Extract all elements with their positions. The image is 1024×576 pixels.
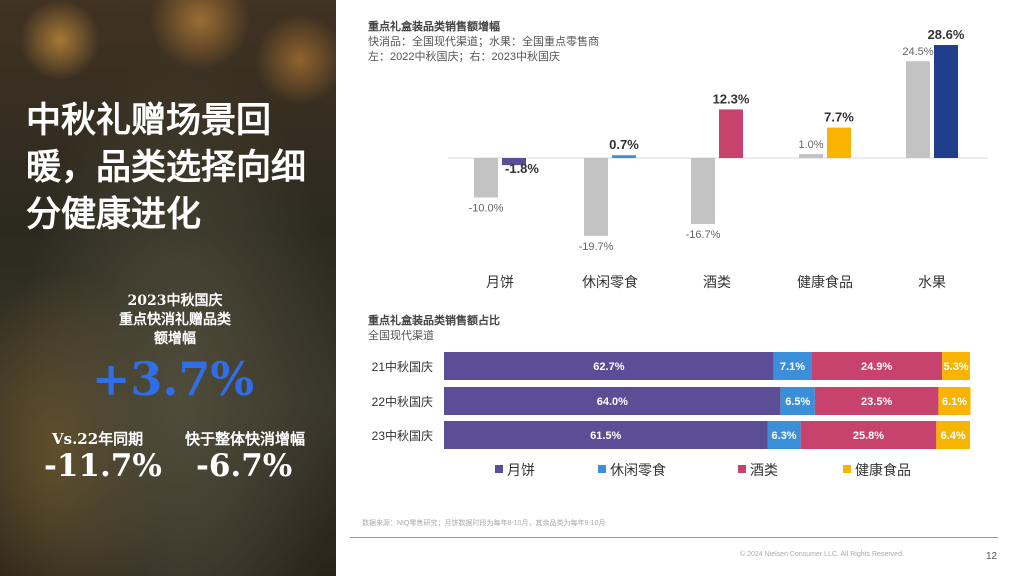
stack-segment xyxy=(814,387,939,415)
subhead-line: 重点快消礼赠品类 xyxy=(119,312,231,328)
stat1-value: -11.7% xyxy=(44,448,162,484)
category-label: 月饼 xyxy=(486,274,514,290)
segment-label: 25.8% xyxy=(853,430,884,442)
chart2-subtitle: 全国现代渠道 xyxy=(368,330,434,342)
segment-label: 5.3% xyxy=(944,361,969,373)
segment-label: 6.5% xyxy=(785,396,810,408)
row-label: 21中秋国庆 xyxy=(372,359,433,374)
stat-subhead: 2023中秋国庆 重点快消礼赠品类 额增幅 xyxy=(90,292,260,349)
legend-label: 月饼 xyxy=(507,462,535,478)
bar-value-label: 12.3% xyxy=(713,91,750,106)
bar-2022 xyxy=(906,61,930,158)
bar-2022 xyxy=(691,158,715,224)
stack-segment xyxy=(780,387,815,415)
legend-swatch xyxy=(598,465,606,473)
stack-segment xyxy=(800,421,937,449)
bar-value-label: 28.6% xyxy=(928,27,965,42)
chart2-header: 重点礼盒装品类销售额占比 全国现代渠道 xyxy=(368,314,500,344)
stack-segment xyxy=(811,352,943,380)
stack-segment xyxy=(444,387,781,415)
row-label: 22中秋国庆 xyxy=(372,394,433,409)
segment-label: 23.5% xyxy=(861,396,892,408)
legend-label: 休闲零食 xyxy=(610,462,666,478)
photo-overlay xyxy=(0,0,336,576)
category-label: 酒类 xyxy=(703,274,731,290)
stack-segment xyxy=(938,387,971,415)
bar-value-label: -10.0% xyxy=(469,203,504,215)
divider xyxy=(350,537,998,538)
subhead-line: 2023中秋国庆 xyxy=(127,293,223,309)
segment-label: 62.7% xyxy=(593,361,624,373)
segment-label: 6.3% xyxy=(772,430,797,442)
stack-segment xyxy=(444,421,768,449)
stack-segment xyxy=(444,352,774,380)
bar-value-label: 7.7% xyxy=(824,110,854,125)
bar-value-label: -19.7% xyxy=(579,241,614,253)
bar-value-label: 1.0% xyxy=(798,139,823,151)
big-stat-value: +3.7% xyxy=(91,352,255,406)
chart1-subtitle: 左：2022中秋国庆；右：2023中秋国庆 xyxy=(368,51,560,63)
segment-label: 6.1% xyxy=(942,396,967,408)
bar-value-label: -16.7% xyxy=(686,229,721,241)
chart2-title: 重点礼盒装品类销售额占比 xyxy=(368,315,500,327)
segment-label: 7.1% xyxy=(780,361,805,373)
bar-2023 xyxy=(827,127,851,158)
bar-value-label: -1.8% xyxy=(505,161,539,176)
bar-2022 xyxy=(474,158,498,198)
stat2-label: 快于整体快消增幅 xyxy=(185,430,306,448)
source-note: 数据来源：NIQ零售研究；月饼数据时段为每年8-10月，其余品类为每年9-10月 xyxy=(362,520,606,527)
category-label: 健康食品 xyxy=(797,274,853,290)
chart1-header: 重点礼盒装品类销售额增幅 快消品：全国现代渠道；水果：全国重点零售商 左：202… xyxy=(368,20,599,65)
stack-segment xyxy=(767,421,801,449)
legend-label: 酒类 xyxy=(750,462,778,478)
category-label: 水果 xyxy=(918,274,946,290)
copyright: © 2024 Nielsen Consumer LLC. All Rights … xyxy=(740,551,904,558)
bar-2022 xyxy=(799,154,823,158)
legend-swatch xyxy=(738,465,746,473)
bar-2022 xyxy=(584,158,608,236)
headline: 中秋礼赠场景回暖，品类选择向细分健康进化 xyxy=(26,101,307,235)
row-label: 23中秋国庆 xyxy=(372,428,433,443)
bar-value-label: 24.5% xyxy=(902,46,933,58)
bar-value-label: 0.7% xyxy=(609,137,639,152)
stack-segment xyxy=(936,421,970,449)
hero-photo-panel: 中秋礼赠场景回暖，品类选择向细分健康进化 2023中秋国庆 重点快消礼赠品类 额… xyxy=(0,0,336,576)
legend-swatch xyxy=(843,465,851,473)
subhead-line: 额增幅 xyxy=(154,331,196,347)
category-label: 休闲零食 xyxy=(582,274,638,290)
bar-2023 xyxy=(502,158,526,166)
chart1-subtitle: 快消品：全国现代渠道；水果：全国重点零售商 xyxy=(368,36,599,48)
stat2-value: -6.7% xyxy=(196,448,293,484)
segment-label: 61.5% xyxy=(590,430,621,442)
segment-label: 6.4% xyxy=(941,430,966,442)
legend-swatch xyxy=(495,465,503,473)
bar-2023 xyxy=(719,109,743,158)
stat1-label: Vs.22年同期 xyxy=(52,430,144,448)
stack-segment xyxy=(942,352,970,380)
stack-segment xyxy=(773,352,812,380)
bar-2023 xyxy=(934,45,958,158)
chart1-title: 重点礼盒装品类销售额增幅 xyxy=(368,21,500,33)
bar-2023 xyxy=(612,155,636,158)
legend-label: 健康食品 xyxy=(855,462,911,478)
segment-label: 64.0% xyxy=(597,396,628,408)
segment-label: 24.9% xyxy=(861,361,892,373)
page-number: 12 xyxy=(986,551,998,562)
